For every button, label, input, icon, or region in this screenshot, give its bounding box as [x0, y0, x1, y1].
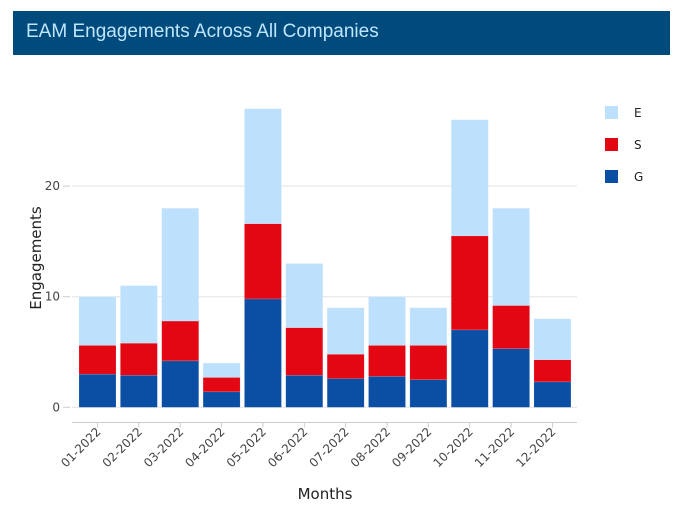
- bar-segment-e-09-2022[interactable]: [409, 307, 448, 346]
- x-tick-label: 06-2022: [265, 425, 310, 470]
- bar-segment-e-08-2022[interactable]: [368, 296, 406, 346]
- x-axis-title: Months: [298, 485, 353, 503]
- legend-label-g[interactable]: G: [634, 170, 643, 184]
- bar-segment-e-07-2022[interactable]: [326, 307, 365, 355]
- bar-segment-s-03-2022[interactable]: [161, 320, 199, 362]
- x-tick-label: 07-2022: [306, 425, 351, 470]
- bar-segment-g-07-2022[interactable]: [326, 378, 365, 408]
- bar-segment-s-10-2022[interactable]: [450, 235, 489, 331]
- bar-segment-s-02-2022[interactable]: [120, 342, 158, 376]
- legend: E S G: [605, 106, 643, 184]
- x-tick-label: 04-2022: [182, 425, 227, 470]
- chart-title: EAM Engagements Across All Companies: [26, 21, 379, 42]
- bar-segment-e-10-2022[interactable]: [450, 119, 489, 237]
- bar-segment-g-05-2022[interactable]: [244, 298, 282, 408]
- bar-segment-e-05-2022[interactable]: [244, 108, 282, 224]
- bar-segment-e-03-2022[interactable]: [161, 207, 199, 322]
- bar-segment-g-03-2022[interactable]: [161, 360, 199, 408]
- x-axis: 01-202202-202203-202204-202205-202206-20…: [58, 422, 577, 470]
- bar-segment-e-04-2022[interactable]: [202, 362, 241, 378]
- legend-swatch-e[interactable]: [605, 106, 618, 119]
- bar-segment-s-05-2022[interactable]: [244, 223, 282, 300]
- bar-segment-s-11-2022[interactable]: [492, 305, 530, 349]
- title-bar: EAM Engagements Across All Companies: [13, 11, 670, 55]
- bar-segment-s-01-2022[interactable]: [78, 345, 117, 375]
- bar-segment-g-08-2022[interactable]: [368, 376, 406, 408]
- x-tick-label: 05-2022: [224, 425, 269, 470]
- x-tick-label: 02-2022: [100, 425, 145, 470]
- y-tick-label: 0: [52, 400, 60, 414]
- y-axis-title: Engagements: [27, 206, 45, 310]
- legend-label-s[interactable]: S: [634, 138, 642, 152]
- bar-segment-g-01-2022[interactable]: [78, 373, 117, 408]
- bar-segment-s-08-2022[interactable]: [368, 345, 406, 377]
- bar-segment-s-07-2022[interactable]: [326, 353, 365, 379]
- bar-segment-g-04-2022[interactable]: [202, 391, 241, 408]
- bar-segment-e-02-2022[interactable]: [120, 285, 158, 344]
- bar-segment-s-04-2022[interactable]: [202, 377, 241, 393]
- bar-segment-g-10-2022[interactable]: [450, 329, 489, 408]
- y-tick-label: 10: [45, 290, 60, 304]
- y-tick-label: 20: [45, 179, 60, 193]
- bar-segment-g-12-2022[interactable]: [533, 381, 572, 408]
- bar-segment-e-12-2022[interactable]: [533, 318, 572, 360]
- bar-segment-s-06-2022[interactable]: [285, 327, 324, 376]
- bar-segment-g-11-2022[interactable]: [492, 348, 530, 408]
- bar-segment-g-02-2022[interactable]: [120, 374, 158, 408]
- x-tick-label: 01-2022: [58, 425, 103, 470]
- x-tick-label: 03-2022: [141, 425, 186, 470]
- legend-swatch-g[interactable]: [605, 170, 618, 183]
- bar-segment-g-06-2022[interactable]: [285, 374, 324, 408]
- x-tick-label: 12-2022: [513, 425, 558, 470]
- y-axis: 0 10 20: [45, 179, 70, 414]
- bars: [78, 108, 572, 408]
- x-tick-label: 10-2022: [431, 425, 476, 470]
- x-tick-label: 08-2022: [348, 425, 393, 470]
- x-tick-label: 11-2022: [472, 425, 517, 470]
- bar-segment-e-01-2022[interactable]: [78, 296, 117, 346]
- x-tick-label: 09-2022: [389, 425, 434, 470]
- bar-segment-s-12-2022[interactable]: [533, 359, 572, 383]
- legend-swatch-s[interactable]: [605, 138, 618, 151]
- legend-label-e[interactable]: E: [634, 106, 642, 120]
- bar-segment-g-09-2022[interactable]: [409, 379, 448, 408]
- bar-segment-e-06-2022[interactable]: [285, 263, 324, 328]
- bar-segment-e-11-2022[interactable]: [492, 207, 530, 306]
- bar-segment-s-09-2022[interactable]: [409, 345, 448, 380]
